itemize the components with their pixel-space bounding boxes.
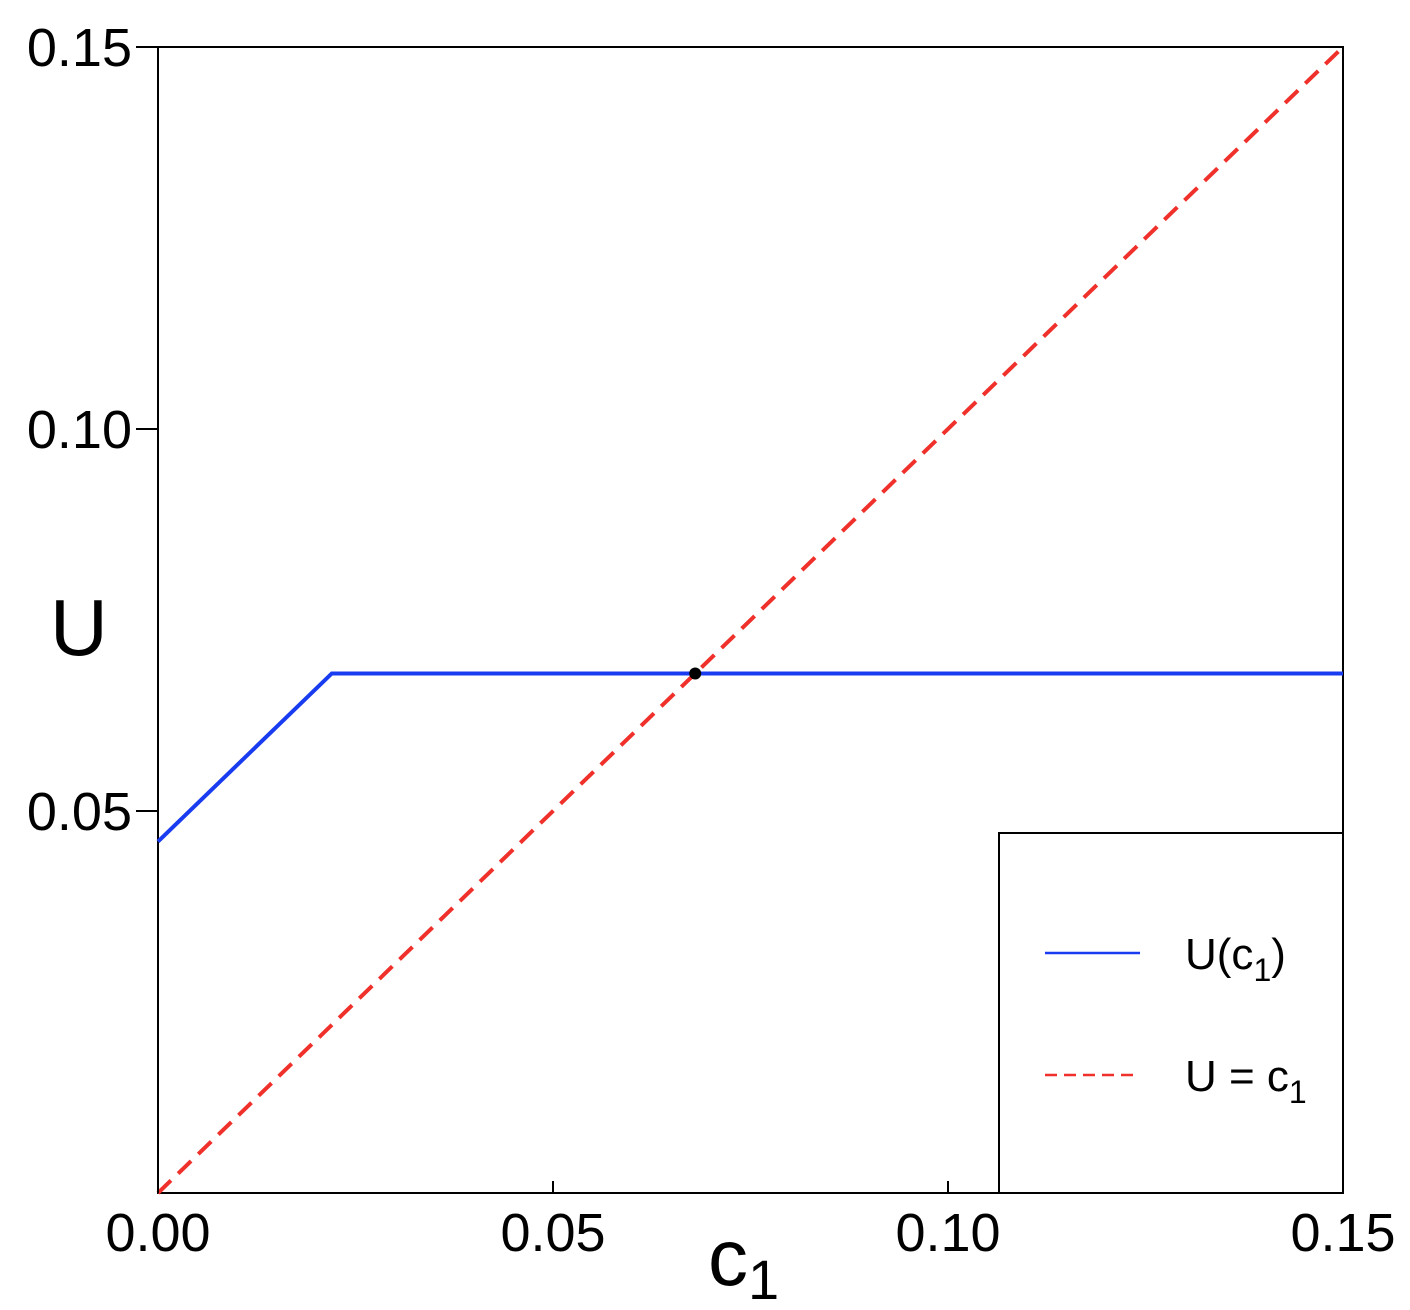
y-tick-label: 0.05	[27, 782, 132, 842]
y-axis-label: U	[50, 583, 108, 672]
plot-area	[157, 46, 1344, 1194]
legend: U(c1) U = c1	[998, 832, 1344, 1194]
ticks-layer: 0.00 0.05 0.10 0.15 0.05 0.10 0.15	[27, 18, 1396, 1263]
x-axis-label: c1	[708, 1213, 779, 1310]
x-tick-label: 0.10	[895, 1203, 1000, 1263]
plot-frame	[157, 46, 1344, 1194]
legend-label: U(c1)	[1185, 930, 1286, 988]
u-curve-line	[156, 671, 1343, 843]
x-tick-label: 0.15	[1290, 1203, 1395, 1263]
y-tick-label: 0.15	[27, 18, 132, 78]
legend-box	[998, 832, 1344, 1194]
intersection-point	[689, 667, 702, 680]
x-axis-label-main: c	[708, 1213, 748, 1302]
series-layer	[156, 45, 1345, 1195]
x-tick-label: 0.05	[500, 1203, 605, 1263]
y-tick-label: 0.10	[27, 400, 132, 460]
x-axis-label-sub: 1	[748, 1248, 779, 1310]
legend-label: U = c1	[1185, 1052, 1307, 1110]
identity-line	[156, 45, 1345, 1195]
x-tick-label: 0.00	[105, 1203, 210, 1263]
